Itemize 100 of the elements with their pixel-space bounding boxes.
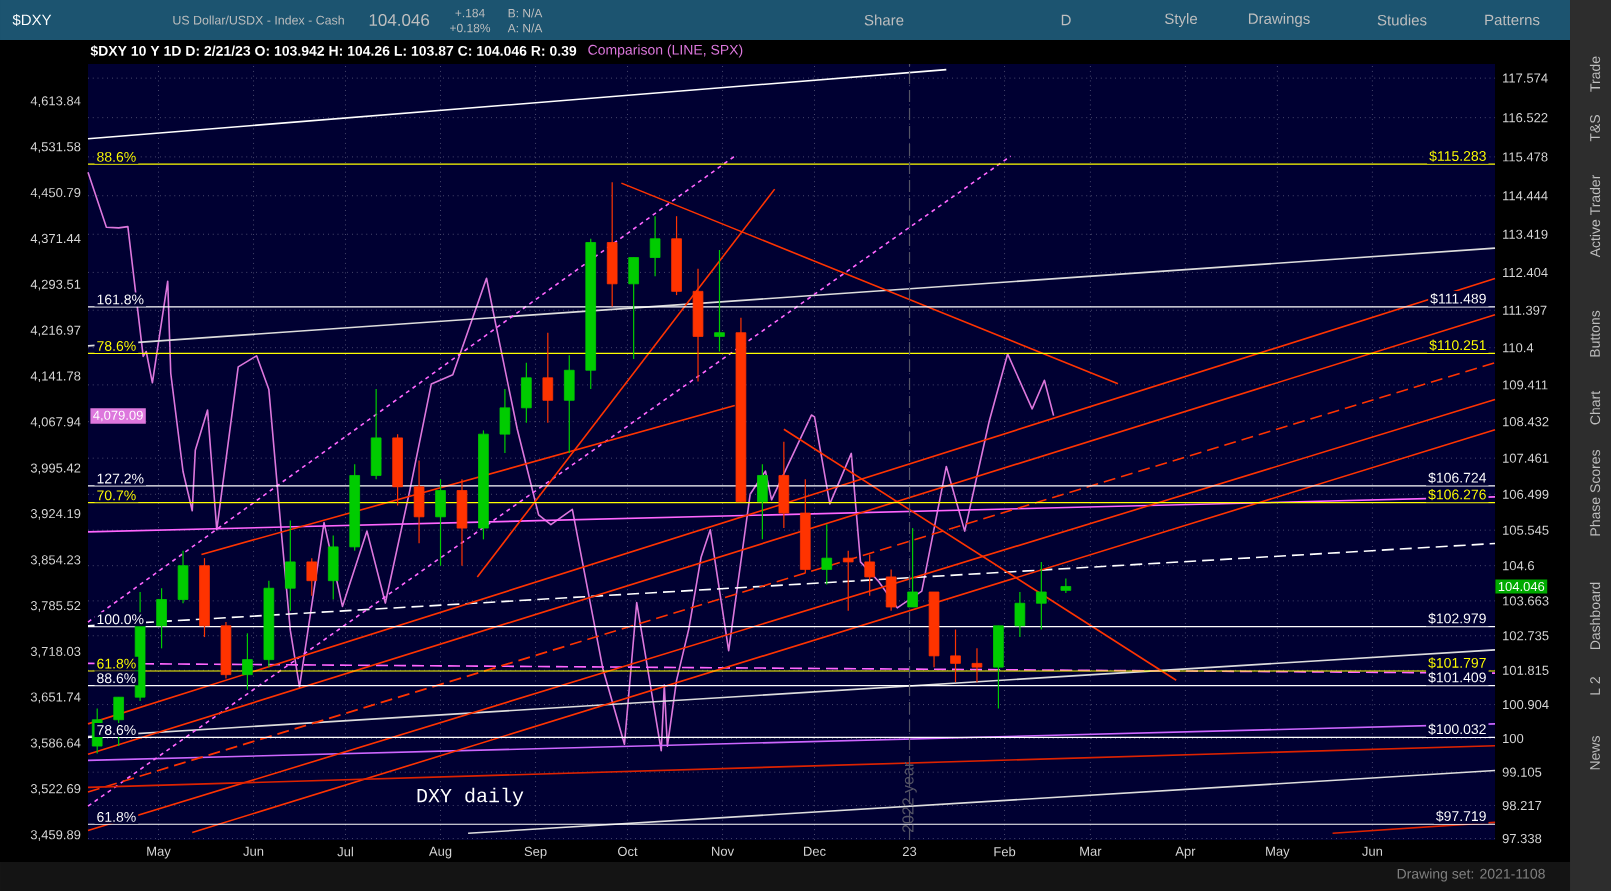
- x-tick-label: Apr: [1175, 846, 1196, 859]
- y-tick-label: 4,067.94: [30, 417, 81, 428]
- x-tick-label: Feb: [994, 846, 1016, 857]
- x-tick-label: Jul: [337, 846, 353, 857]
- y-tick-label: 3,995.42: [30, 463, 81, 475]
- ref-line-label: $110.251: [1429, 339, 1486, 351]
- y-tick-label: 3,459.89: [30, 830, 81, 841]
- text: Studies: [1377, 14, 1427, 26]
- x-tick-label: Jun: [243, 846, 264, 856]
- y-tick-label: 4,450.79: [30, 188, 81, 199]
- y2-tick-label: 109.411: [1503, 380, 1548, 390]
- y2-tick-label: 114.444: [1503, 191, 1548, 201]
- annotation: 61.8%: [97, 811, 136, 822]
- y2-tick-label: 112.404: [1503, 267, 1548, 278]
- text: $DXY: [12, 13, 52, 27]
- text: Buttons: [1590, 310, 1600, 357]
- y-tick-label: 4,141.78: [30, 371, 81, 383]
- y-tick-label: 4,531.58: [30, 142, 81, 153]
- y2-tick-label: 100.904: [1503, 699, 1549, 710]
- y2-tick-label: 113.419: [1503, 229, 1548, 239]
- x-tick-label: Nov: [712, 846, 735, 856]
- y2-tick-label: 99.105: [1502, 767, 1542, 777]
- ref-line-label: $102.979: [1428, 612, 1486, 625]
- y2-tick-label: 116.522: [1503, 113, 1548, 123]
- text: L 2: [1590, 676, 1600, 695]
- text: A: N/A: [507, 23, 543, 33]
- text: B: N/A: [508, 8, 543, 18]
- text: Drawings: [1248, 13, 1310, 27]
- annotation: 78.6%: [97, 725, 136, 735]
- y2-tick-label: 115.478: [1503, 152, 1548, 162]
- ref-line-label: $97.719: [1436, 810, 1486, 822]
- chart-title: $DXY 10 Y 1D D: 2/21/23 O: 103.942 H: 104.26 L: 103.87 C: 104.046 R: 0.39: [90, 45, 577, 57]
- y-tick-label: 4,216.97: [30, 325, 81, 337]
- ref-line-label: $111.489: [1430, 293, 1486, 305]
- text: Chart: [1589, 390, 1601, 425]
- annotation: 100.0%: [97, 614, 144, 625]
- annotation: 70.7%: [97, 490, 136, 501]
- x-tick-label: Sep: [524, 846, 547, 859]
- ref-line-label: $106.724: [1428, 472, 1487, 484]
- annotation: DXY daily: [417, 787, 524, 807]
- y-tick-label: 4,293.51: [30, 279, 81, 291]
- y-tick-label: 3,651.74: [30, 692, 81, 704]
- text: Patterns: [1485, 14, 1540, 26]
- text: Comparison (LINE, SPX): [588, 44, 743, 58]
- text: Drawing set: 2021-1108: [1397, 868, 1545, 882]
- text: +0.18%: [450, 23, 491, 33]
- y2-tick-label: 117.574: [1503, 73, 1548, 83]
- text: Trade: [1589, 56, 1601, 92]
- text: 104.046: [1498, 581, 1545, 592]
- y2-tick-label: 110.4: [1503, 343, 1534, 353]
- annotation: 88.6%: [97, 673, 136, 684]
- y2-tick-label: 103.663: [1503, 596, 1549, 606]
- x-tick-label: Oct: [618, 846, 638, 856]
- annotation: 4,079.09: [93, 410, 143, 422]
- ref-line-label: $101.409: [1428, 671, 1486, 684]
- y2-tick-label: 97.338: [1502, 833, 1542, 844]
- x-tick-label: May: [1266, 846, 1290, 859]
- text: T&S: [1590, 115, 1600, 142]
- y-tick-label: 4,371.44: [30, 233, 81, 245]
- ref-line-label: $106.276: [1428, 488, 1486, 501]
- x-tick-label: Mar: [1080, 846, 1102, 856]
- annotation: 127.2%: [97, 473, 144, 484]
- y2-tick-label: 102.735: [1503, 631, 1549, 641]
- text: US Dollar/USDX - Index - Cash: [173, 15, 344, 25]
- x-tick-label: Dec: [804, 846, 826, 856]
- x-tick-label: May: [147, 846, 171, 859]
- x-tick-label: 23: [902, 846, 917, 856]
- y2-tick-label: 100: [1503, 733, 1524, 744]
- y2-tick-label: 108.432: [1503, 417, 1549, 427]
- y-tick-label: 3,522.69: [30, 784, 81, 795]
- y-tick-label: 3,586.64: [30, 738, 81, 750]
- text: News: [1590, 736, 1600, 770]
- text: Dashboard: [1589, 582, 1601, 650]
- annotation: 61.8%: [97, 658, 136, 669]
- y2-tick-label: 104.6: [1503, 561, 1535, 571]
- text: 104.046: [369, 13, 430, 27]
- y2-tick-label: 101.815: [1503, 665, 1549, 675]
- text: +.184: [455, 8, 485, 18]
- text: D: [1061, 14, 1071, 26]
- annotation: 88.6%: [97, 151, 136, 162]
- y2-tick-label: 105.545: [1503, 525, 1549, 535]
- ref-line-label: $101.797: [1428, 657, 1486, 669]
- y-tick-label: 3,718.03: [30, 646, 81, 658]
- y-tick-label: 3,924.19: [30, 509, 81, 520]
- y-tick-label: 3,854.23: [30, 555, 81, 566]
- x-tick-label: Jun: [1362, 846, 1383, 856]
- y2-tick-label: 111.397: [1503, 305, 1547, 315]
- annotation: 78.6%: [97, 341, 136, 351]
- text: Phase Scores: [1589, 449, 1601, 536]
- ref-line-label: $115.283: [1429, 150, 1486, 162]
- text: Share: [864, 14, 904, 26]
- ref-line-label: $100.032: [1428, 723, 1486, 735]
- y2-tick-label: 98.217: [1502, 800, 1542, 811]
- y-tick-label: 4,613.84: [30, 96, 81, 107]
- y2-tick-label: 107.461: [1503, 453, 1549, 463]
- text: Active Trader: [1589, 174, 1601, 258]
- text: Style: [1165, 13, 1198, 27]
- annotation: 161.8%: [97, 294, 144, 305]
- x-tick-label: Aug: [428, 846, 452, 859]
- y2-tick-label: 106.499: [1503, 489, 1549, 499]
